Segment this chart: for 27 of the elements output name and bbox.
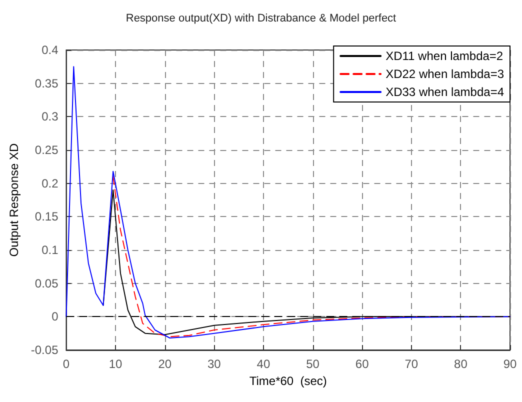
y-tick-label: 0 <box>52 310 59 324</box>
y-tick-label: 0.3 <box>42 110 59 124</box>
y-tick-label: 0.1 <box>42 243 59 257</box>
y-tick-label: 0.4 <box>42 43 59 57</box>
y-tick-label: 0.35 <box>34 76 59 90</box>
x-tick-label: 50 <box>306 357 320 371</box>
legend-label: XD33 when lambda=4 <box>386 85 504 99</box>
x-tick-label: 40 <box>256 357 270 371</box>
x-tick-label: 90 <box>503 357 517 371</box>
x-tick-label: 80 <box>454 357 468 371</box>
y-tick-label: -0.05 <box>30 343 59 357</box>
legend-label: XD22 when lambda=3 <box>386 67 504 81</box>
y-tick-label: 0.25 <box>34 143 59 157</box>
y-axis-title: Output Response XD <box>7 142 21 257</box>
y-tick-label: 0.2 <box>42 176 59 190</box>
x-tick-label: 30 <box>207 357 222 371</box>
x-tick-label: 10 <box>108 357 123 371</box>
legend-label: XD11 when lambda=2 <box>386 49 504 63</box>
x-axis-title: Time*60 (sec) <box>249 374 327 388</box>
chart-title: Response output(XD) with Distrabance & Model perfect <box>126 12 396 24</box>
x-tick-label: 0 <box>62 357 70 371</box>
x-tick-label: 70 <box>404 357 418 371</box>
y-tick-label: 0.05 <box>34 276 59 290</box>
x-tick-label: 60 <box>355 357 370 371</box>
y-tick-label: 0.15 <box>34 210 59 224</box>
x-tick-label: 20 <box>158 357 172 371</box>
line-series <box>66 66 510 338</box>
